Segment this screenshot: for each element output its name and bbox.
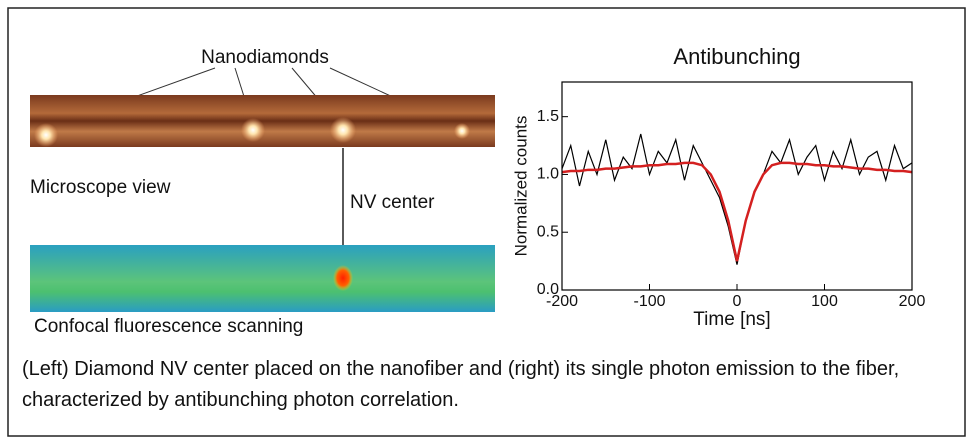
chart: Antibunching 0.0 0.5 1.0 1.5 -200 -100 0 100 200 T… [511,44,925,330]
nanodiamond-spots [34,117,470,147]
confocal-image [30,245,495,312]
plot-frame [561,81,913,291]
x-tick-label: 200 [899,293,926,310]
x-tick-label: 100 [811,293,838,310]
y-axis-label: Normalized counts [511,116,530,257]
nanodiamonds-label: Nanodiamonds [201,47,329,68]
microscope-image [30,95,495,147]
confocal-label: Confocal fluorescence scanning [34,316,303,337]
y-tick-label: 1.0 [537,166,559,183]
nv-spot [333,265,353,291]
y-tick-label: 1.5 [537,108,559,125]
series-line [561,133,913,265]
x-tick-label: 0 [733,293,742,310]
caption: (Left) Diamond NV center placed on the n… [22,358,900,411]
y-tick-label: 0.5 [537,223,559,240]
frame [7,7,966,437]
x-axis-label: Time [ns] [693,309,770,330]
x-tick-label: -100 [633,293,665,310]
nv-center-label: NV center [350,192,435,213]
microscope-label: Microscope view [30,177,171,198]
x-tick-label: -200 [546,293,578,310]
y-tick-label: 0.0 [537,281,559,298]
chart-title: Antibunching [673,44,800,69]
series-line [561,161,913,262]
